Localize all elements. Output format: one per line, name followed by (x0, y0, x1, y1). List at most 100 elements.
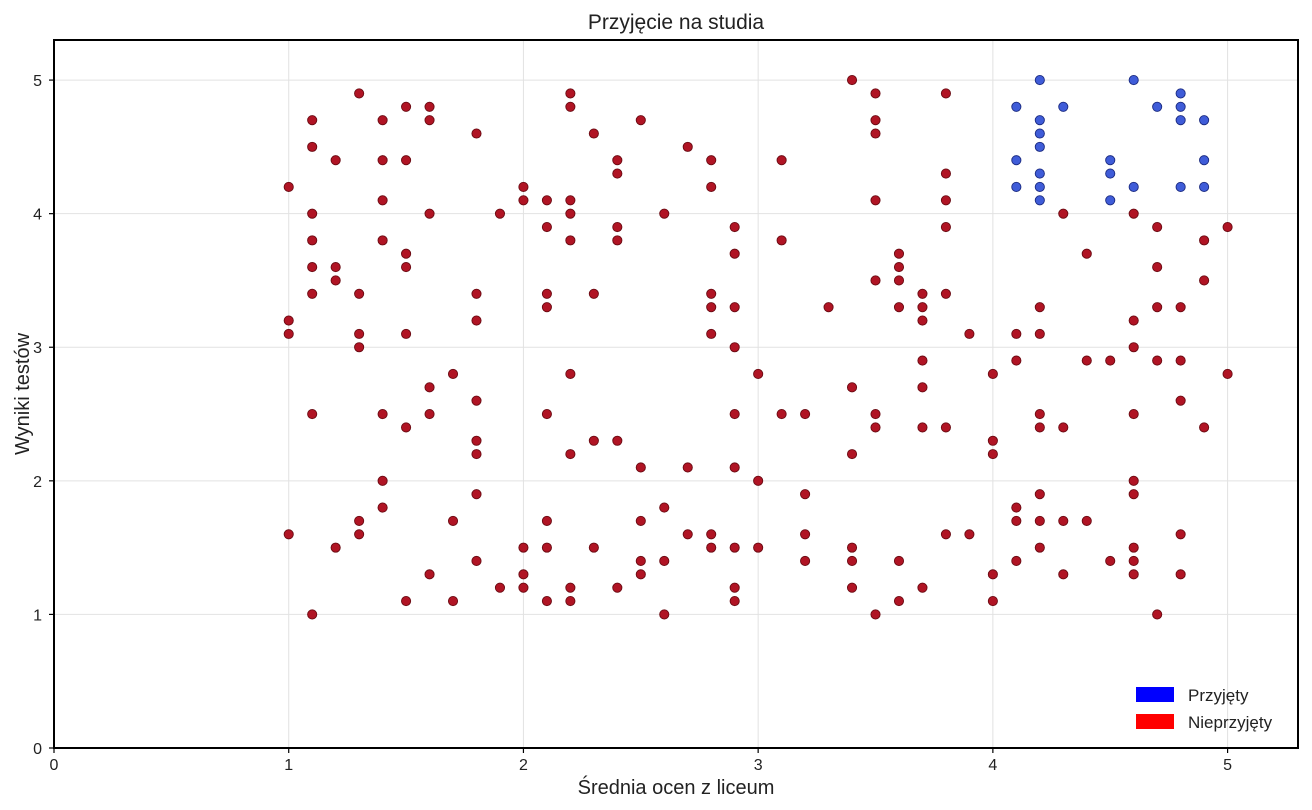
rejected-point (635, 555, 646, 567)
rejected-point (612, 221, 623, 233)
rejected-point (1034, 489, 1045, 500)
legend-label-rejected: Nieprzyjęty (1188, 713, 1273, 732)
accepted-point (1034, 141, 1045, 152)
rejected-point (917, 288, 928, 299)
rejected-point (1128, 408, 1139, 420)
accepted-point (1105, 155, 1116, 166)
rejected-point (800, 489, 811, 500)
rejected-point (1105, 555, 1116, 567)
x-tick-label: 0 (50, 757, 59, 774)
rejected-point (729, 302, 740, 313)
legend-swatch-accepted (1136, 687, 1174, 702)
rejected-point (659, 555, 670, 567)
rejected-point (424, 208, 435, 219)
rejected-point (518, 542, 529, 553)
rejected-point (541, 542, 552, 553)
rejected-point (893, 262, 905, 273)
rejected-point (471, 128, 482, 139)
rejected-point (940, 88, 951, 99)
rejected-point (1034, 422, 1045, 433)
rejected-point (541, 221, 552, 233)
rejected-point (729, 596, 740, 607)
rejected-point (1175, 302, 1186, 313)
rejected-point (659, 502, 670, 513)
rejected-point (354, 88, 365, 99)
rejected-point (940, 422, 951, 433)
rejected-point (1222, 368, 1233, 380)
rejected-point (1199, 235, 1210, 246)
rejected-point (1058, 515, 1069, 526)
x-tick-label: 5 (1223, 757, 1232, 774)
rejected-point (354, 515, 365, 526)
rejected-point (612, 435, 623, 446)
rejected-point (1152, 609, 1163, 620)
rejected-point (940, 288, 951, 299)
rejected-point (846, 75, 858, 86)
rejected-point (565, 596, 576, 607)
rejected-point (776, 155, 787, 166)
rejected-point (893, 596, 905, 607)
rejected-point (471, 555, 482, 567)
rejected-point (706, 302, 717, 313)
rejected-point (776, 408, 787, 420)
rejected-point (1011, 328, 1022, 339)
rejected-point (541, 288, 552, 299)
accepted-point (1175, 88, 1186, 99)
rejected-point (377, 408, 388, 420)
rejected-point (612, 155, 623, 166)
legend-label-accepted: Przyjęty (1188, 686, 1249, 705)
rejected-point (729, 542, 740, 553)
rejected-point (565, 449, 576, 460)
rejected-point (800, 529, 811, 540)
rejected-point (424, 101, 435, 112)
rejected-point (706, 181, 717, 192)
rejected-point (354, 328, 365, 339)
rejected-point (307, 235, 318, 246)
rejected-point (987, 449, 998, 460)
accepted-point (1199, 115, 1210, 126)
accepted-point (1152, 101, 1163, 112)
rejected-point (893, 275, 905, 286)
grid (54, 40, 1298, 748)
rejected-point (354, 529, 365, 540)
rejected-point (565, 101, 576, 112)
accepted-point (1105, 168, 1116, 179)
rejected-point (1128, 542, 1139, 553)
rejected-point (1034, 328, 1045, 339)
y-axis-title: Wyniki testów (12, 332, 34, 455)
rejected-point (518, 569, 529, 580)
y-tick-label: 4 (33, 207, 42, 224)
x-axis-title: Średnia ocen z liceum (578, 775, 775, 799)
rejected-point (424, 408, 435, 420)
rejected-point (846, 555, 858, 567)
rejected-point (1081, 248, 1092, 259)
rejected-point (424, 569, 435, 580)
rejected-point (706, 155, 717, 166)
rejected-point (471, 489, 482, 500)
rejected-point (940, 221, 951, 233)
y-tick-label: 3 (33, 340, 42, 357)
rejected-point (917, 355, 928, 366)
rejected-point (659, 609, 670, 620)
rejected-point (565, 368, 576, 380)
accepted-point (1058, 101, 1069, 112)
rejected-point (940, 195, 951, 206)
accepted-point (1175, 181, 1186, 192)
rejected-point (471, 435, 482, 446)
rejected-point (1058, 208, 1069, 219)
rejected-point (330, 542, 341, 553)
rejected-point (307, 288, 318, 299)
accepted-point (1011, 101, 1022, 112)
rejected-point (753, 475, 764, 486)
rejected-point (541, 596, 552, 607)
rejected-point (565, 235, 576, 246)
rejected-point (471, 395, 482, 406)
rejected-point (682, 529, 693, 540)
rejected-point (377, 502, 388, 513)
plot-frame (53, 39, 1299, 749)
rejected-point (330, 262, 341, 273)
rejected-point (307, 208, 318, 219)
accepted-point (1034, 181, 1045, 192)
rejected-point (1199, 422, 1210, 433)
